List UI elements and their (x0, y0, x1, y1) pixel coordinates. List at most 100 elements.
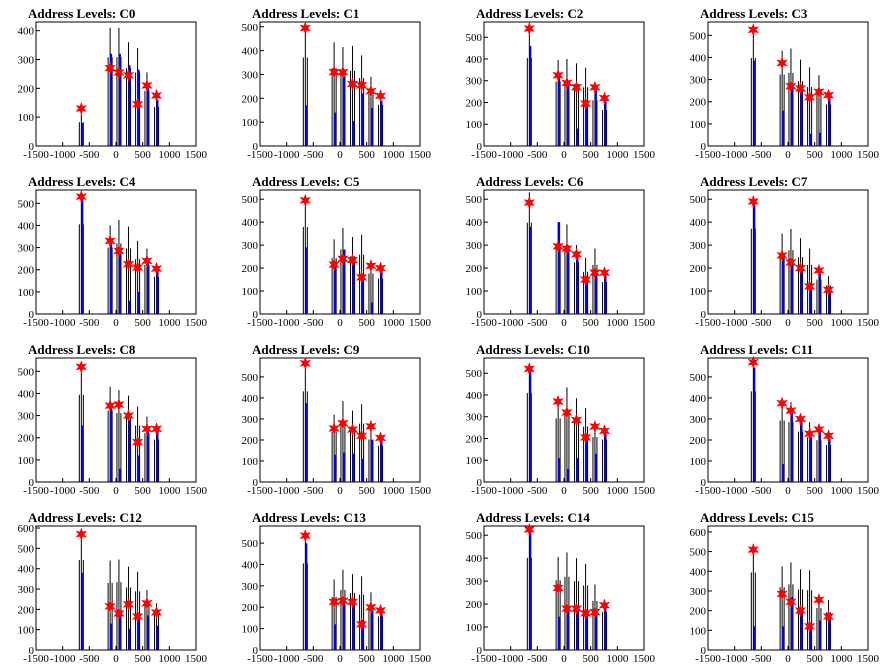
y-tick-label: 200 (18, 83, 35, 95)
y-tick-label: 500 (690, 372, 707, 384)
y-tick-label: 200 (18, 433, 35, 445)
y-tick-label: 500 (690, 547, 707, 559)
peak-marker (570, 413, 583, 427)
x-tick-label: -1500 (695, 317, 721, 329)
peak-marker (598, 265, 611, 280)
peak-marker (552, 68, 564, 83)
y-tick-label: 100 (690, 625, 707, 637)
chart-svg: Address Levels: C40100200300400500-1500-… (18, 174, 208, 329)
peak-marker (747, 542, 760, 557)
peak-marker (150, 605, 163, 620)
y-tick-label: 0 (701, 477, 707, 489)
plot-frame (483, 189, 645, 315)
x-tick-label: 0 (785, 653, 791, 665)
plot-frame (707, 357, 869, 483)
peak-marker (141, 596, 153, 610)
plot-frame (259, 189, 421, 315)
peak-marker (328, 421, 340, 436)
x-tick-label: 1500 (633, 653, 656, 665)
y-tick-label: 200 (242, 93, 259, 105)
peak-marker (561, 601, 573, 616)
plot-frame (35, 21, 197, 147)
x-tick-label: 1500 (857, 149, 880, 161)
y-tick-label: 400 (466, 553, 483, 565)
peak-marker (122, 597, 135, 612)
y-tick-label: 500 (466, 32, 483, 44)
peak-marker (598, 91, 611, 105)
chart-panel: Address Levels: C1 0 100 200 300 400 500 -1500-… (224, 0, 448, 168)
y-tick-label: 100 (690, 119, 707, 131)
y-tick-label: 0 (29, 645, 35, 657)
y-tick-label: 500 (242, 22, 259, 34)
peak-marker (374, 89, 387, 103)
chart-svg: Address Levels: C80100200300400500-1500-… (18, 342, 208, 497)
x-tick-label: -1500 (247, 653, 273, 665)
y-tick-label: 200 (18, 265, 35, 277)
x-tick-label: 1500 (185, 149, 208, 161)
x-tick-label: -1000 (274, 149, 300, 161)
y-tick-label: 300 (242, 240, 259, 252)
x-tick-label: -1500 (471, 485, 497, 497)
peak-marker (776, 587, 788, 601)
peak-marker (122, 257, 135, 271)
plot-frame (707, 525, 869, 651)
peak-marker (337, 594, 349, 608)
y-tick-label: 300 (18, 411, 35, 423)
x-tick-label: -1500 (471, 317, 497, 329)
peak-marker (785, 255, 797, 270)
y-tick-label: 400 (466, 217, 483, 229)
peak-marker (552, 239, 564, 254)
y-tick-label: 100 (18, 625, 35, 637)
chart-svg: Address Levels: C14 0 100 200 300 400 500 -1500… (466, 510, 656, 665)
x-tick-label: 1000 (606, 485, 629, 497)
peak-marker (561, 241, 573, 256)
y-tick-label: 300 (242, 69, 259, 81)
chart-title: Address Levels: C5 (252, 174, 360, 189)
y-tick-label: 200 (242, 602, 259, 614)
y-tick-label: 200 (466, 599, 483, 611)
peak-marker (523, 522, 536, 537)
x-tick-label: -500 (79, 485, 100, 497)
peak-marker (299, 193, 312, 208)
x-tick-label: 1000 (382, 317, 405, 329)
x-tick-label: -500 (527, 317, 548, 329)
chart-title: Address Levels: C13 (252, 510, 366, 525)
x-tick-label: 1500 (857, 485, 880, 497)
peak-marker (150, 88, 163, 103)
y-tick-label: 400 (466, 390, 483, 402)
x-tick-label: 500 (134, 653, 151, 665)
x-tick-label: 1000 (830, 485, 853, 497)
y-tick-label: 600 (18, 523, 35, 535)
chart-title: Address Levels: C12 (28, 510, 142, 525)
x-tick-label: 0 (337, 317, 343, 329)
y-tick-label: 300 (690, 240, 707, 252)
peak-marker (141, 254, 153, 268)
chart-title: Address Levels: C6 (476, 174, 584, 189)
y-tick-label: 500 (242, 194, 259, 206)
chart-title: Address Levels: C10 (476, 342, 590, 357)
y-tick-label: 0 (29, 477, 35, 489)
x-tick-label: -1500 (247, 485, 273, 497)
peak-marker (561, 405, 573, 420)
y-tick-label: 300 (466, 240, 483, 252)
x-tick-label: 500 (806, 317, 823, 329)
y-tick-label: 200 (690, 97, 707, 109)
x-tick-label: -500 (751, 653, 772, 665)
y-tick-label: 0 (253, 477, 259, 489)
plot-frame (259, 21, 421, 147)
y-tick-label: 200 (466, 97, 483, 109)
x-tick-label: -1500 (695, 485, 721, 497)
x-tick-label: -500 (527, 149, 548, 161)
y-tick-label: 100 (242, 117, 259, 129)
peak-marker (747, 194, 760, 209)
peak-marker (579, 430, 592, 445)
x-tick-label: -1000 (274, 653, 300, 665)
y-tick-label: 600 (690, 527, 707, 539)
peak-marker (776, 248, 788, 263)
y-tick-label: 100 (18, 112, 35, 124)
y-tick-label: 500 (18, 543, 35, 555)
peak-marker (785, 403, 797, 418)
x-tick-label: -500 (303, 317, 324, 329)
x-tick-label: 1000 (830, 317, 853, 329)
